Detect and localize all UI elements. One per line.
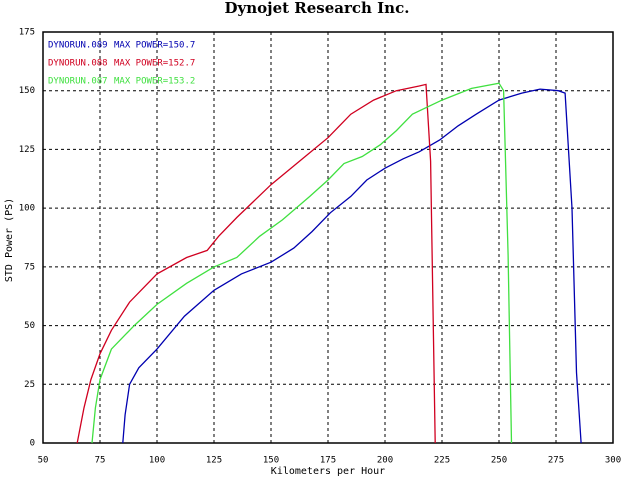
x-tick-label: 225	[434, 456, 450, 466]
x-tick-label: 100	[149, 456, 165, 466]
y-tick-label: 0	[30, 439, 35, 449]
legend-max-power: MAX POWER=150.7	[114, 41, 195, 51]
series-line	[76, 83, 436, 444]
legend-name: DYNORUN.087	[48, 77, 108, 87]
x-tick-label: 150	[263, 456, 279, 466]
x-tick-label: 75	[95, 456, 106, 466]
x-tick-label: 250	[491, 456, 507, 466]
legend-name: DYNORUN.088	[48, 59, 108, 69]
x-tick-label: 50	[38, 456, 49, 466]
series-line	[91, 82, 513, 444]
x-tick-label: 275	[548, 456, 564, 466]
series-line	[122, 88, 582, 444]
legend-max-power: MAX POWER=153.2	[114, 77, 195, 87]
legend-max-power: MAX POWER=152.7	[114, 59, 195, 69]
x-axis-label: Kilometers per Hour	[271, 466, 385, 477]
x-tick-label: 300	[605, 456, 621, 466]
x-tick-label: 175	[320, 456, 336, 466]
y-axis-label: STD Power (PS)	[4, 198, 15, 282]
x-tick-label: 200	[377, 456, 393, 466]
y-tick-label: 50	[24, 321, 35, 331]
y-tick-label: 125	[19, 145, 35, 155]
y-tick-label: 150	[19, 86, 35, 96]
legend-name: DYNORUN.089	[48, 41, 108, 51]
y-tick-label: 175	[19, 28, 35, 38]
chart-title: Dynojet Research Inc.	[225, 0, 410, 17]
x-tick-label: 125	[206, 456, 222, 466]
y-tick-label: 75	[24, 262, 35, 272]
y-tick-label: 25	[24, 380, 35, 390]
y-tick-label: 100	[19, 204, 35, 214]
